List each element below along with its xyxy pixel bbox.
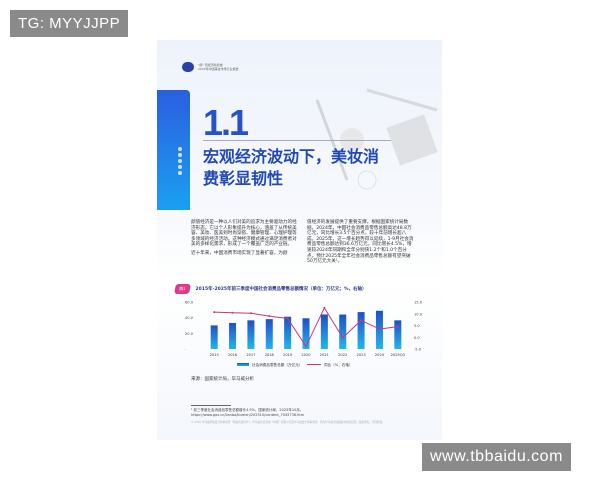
growth-point [323,306,326,309]
y-left-tick-label: 20.0 [185,332,194,336]
x-tick-label: 2021 [320,353,329,357]
report-page: "颜" 值经济新篇章 2025年中国美妆市场行业报告 1.1 宏观经济波动下，美妆… [157,40,442,440]
x-tick-label: 2025Q3 [391,353,405,357]
footnote-divider [191,405,231,406]
x-tick-label: 2023 [357,353,366,357]
growth-point [360,319,363,322]
paragraph: 近十年来，中国消费市场实现了显著扩容，为颜 [191,250,288,256]
bar [302,318,310,349]
legend-bar-label: 社会消费品零售总额（万亿元） [252,362,302,367]
y-right-tick-label: 10.0 [414,312,423,316]
growth-point [213,311,216,314]
footnote-text: ¹ 前三季度社会消费品零售总额增长4.5%，国家统计局，2025年10月。 [191,408,304,412]
header-line1: "颜" 值经济新篇章 [198,63,223,67]
growth-point [286,317,289,320]
section-sidebar-band [157,90,190,210]
bar [394,320,402,349]
bar [265,319,273,349]
heart-logo-icon [182,62,194,72]
paragraph: 值经济的发展提供了重要支撑。根据国家统计局数据，2024年，中国社会消费品零售总… [307,220,414,265]
growth-point [341,336,344,339]
x-tick-label: 2016 [228,353,238,357]
legend-bar-swatch [237,363,249,366]
x-tick-label: 2015 [210,353,219,357]
growth-point [378,328,381,331]
y-right-tick-label: 0.0 [414,336,420,340]
report-header: "颜" 值经济新篇章 2025年中国美妆市场行业报告 [182,62,239,72]
watermark-top-left: TG: MYYJJPP [10,10,129,37]
bar [357,312,365,349]
header-line2: 2025年中国美妆市场行业报告 [198,67,239,71]
bar [210,325,218,349]
watermark-bottom-right: www.tbbaidu.com [422,443,571,471]
bar [284,316,292,349]
x-tick-label: 2017 [246,353,255,357]
paragraph: 颜值经济是一种以人们对美的追求为主要驱动力的经济形态。它以个人形象提升为核心，涵… [191,220,297,248]
section-number: 1.1 [203,102,249,143]
growth-point [305,345,307,348]
growth-point [231,311,234,314]
y-right-tick-label: 5.0 [414,324,420,328]
footnote-link[interactable]: https://www.gov.cn/lianbo/bumen/202510/c… [191,413,305,417]
x-tick-label: 2020 [301,353,311,357]
section-title: 宏观经济波动下，美妆消费彰显韧性 [203,147,380,188]
bar [247,320,255,349]
fine-print: © 2025 毕马威华振会计师事务所（特殊普通合伙）、毕马威企业咨询（中国）有限… [191,421,385,424]
bar [229,322,237,349]
y-right-tick-label: -5.0 [414,348,422,352]
x-tick-label: 2019 [283,353,293,357]
body-right-column: 值经济的发展提供了重要支撑。根据国家统计局数据，2024年，中国社会消费品零售总… [307,220,415,265]
x-tick-label: 2018 [265,353,275,357]
chart-heading: 图1 2015年-2025年前三季度中国社会消费品零售总额情况（单位：万亿元；%… [174,284,367,294]
footnote: ¹ 前三季度社会消费品零售总额增长4.5%，国家统计局，2025年10月。 htt… [191,408,304,418]
y-left-tick-label: 40.0 [185,316,194,320]
y-left-tick-label: 60.0 [185,301,194,305]
growth-point [249,312,252,315]
legend-line-label: 同比（%，右轴） [324,362,353,367]
x-tick-label: 2022 [338,353,347,357]
x-tick-label: 2024 [375,353,385,357]
chart-tag: 图1 [174,284,191,294]
growth-point [396,325,399,328]
dots-decoration-icon [178,147,182,175]
chart-source: 来源：国家统计局，毕马威分析 [191,377,254,382]
divider [203,140,391,141]
body-left-column: 颜值经济是一种以人们对美的追求为主要驱动力的经济形态。它以个人形象提升为核心，涵… [191,220,299,257]
growth-point [268,315,271,318]
bar [339,314,347,349]
bar [320,314,328,349]
y-left-tick-label: - [185,348,187,352]
y-right-tick-label: 15.0 [414,301,423,305]
chart-title: 2015年-2025年前三季度中国社会消费品零售总额情况（单位：万亿元；%，右轴… [195,287,367,292]
retail-sales-chart: 60.0 40.0 20.0 - 15.0 10.0 5.0 0.0 -5.0 2015 2016 2… [185,301,423,368]
